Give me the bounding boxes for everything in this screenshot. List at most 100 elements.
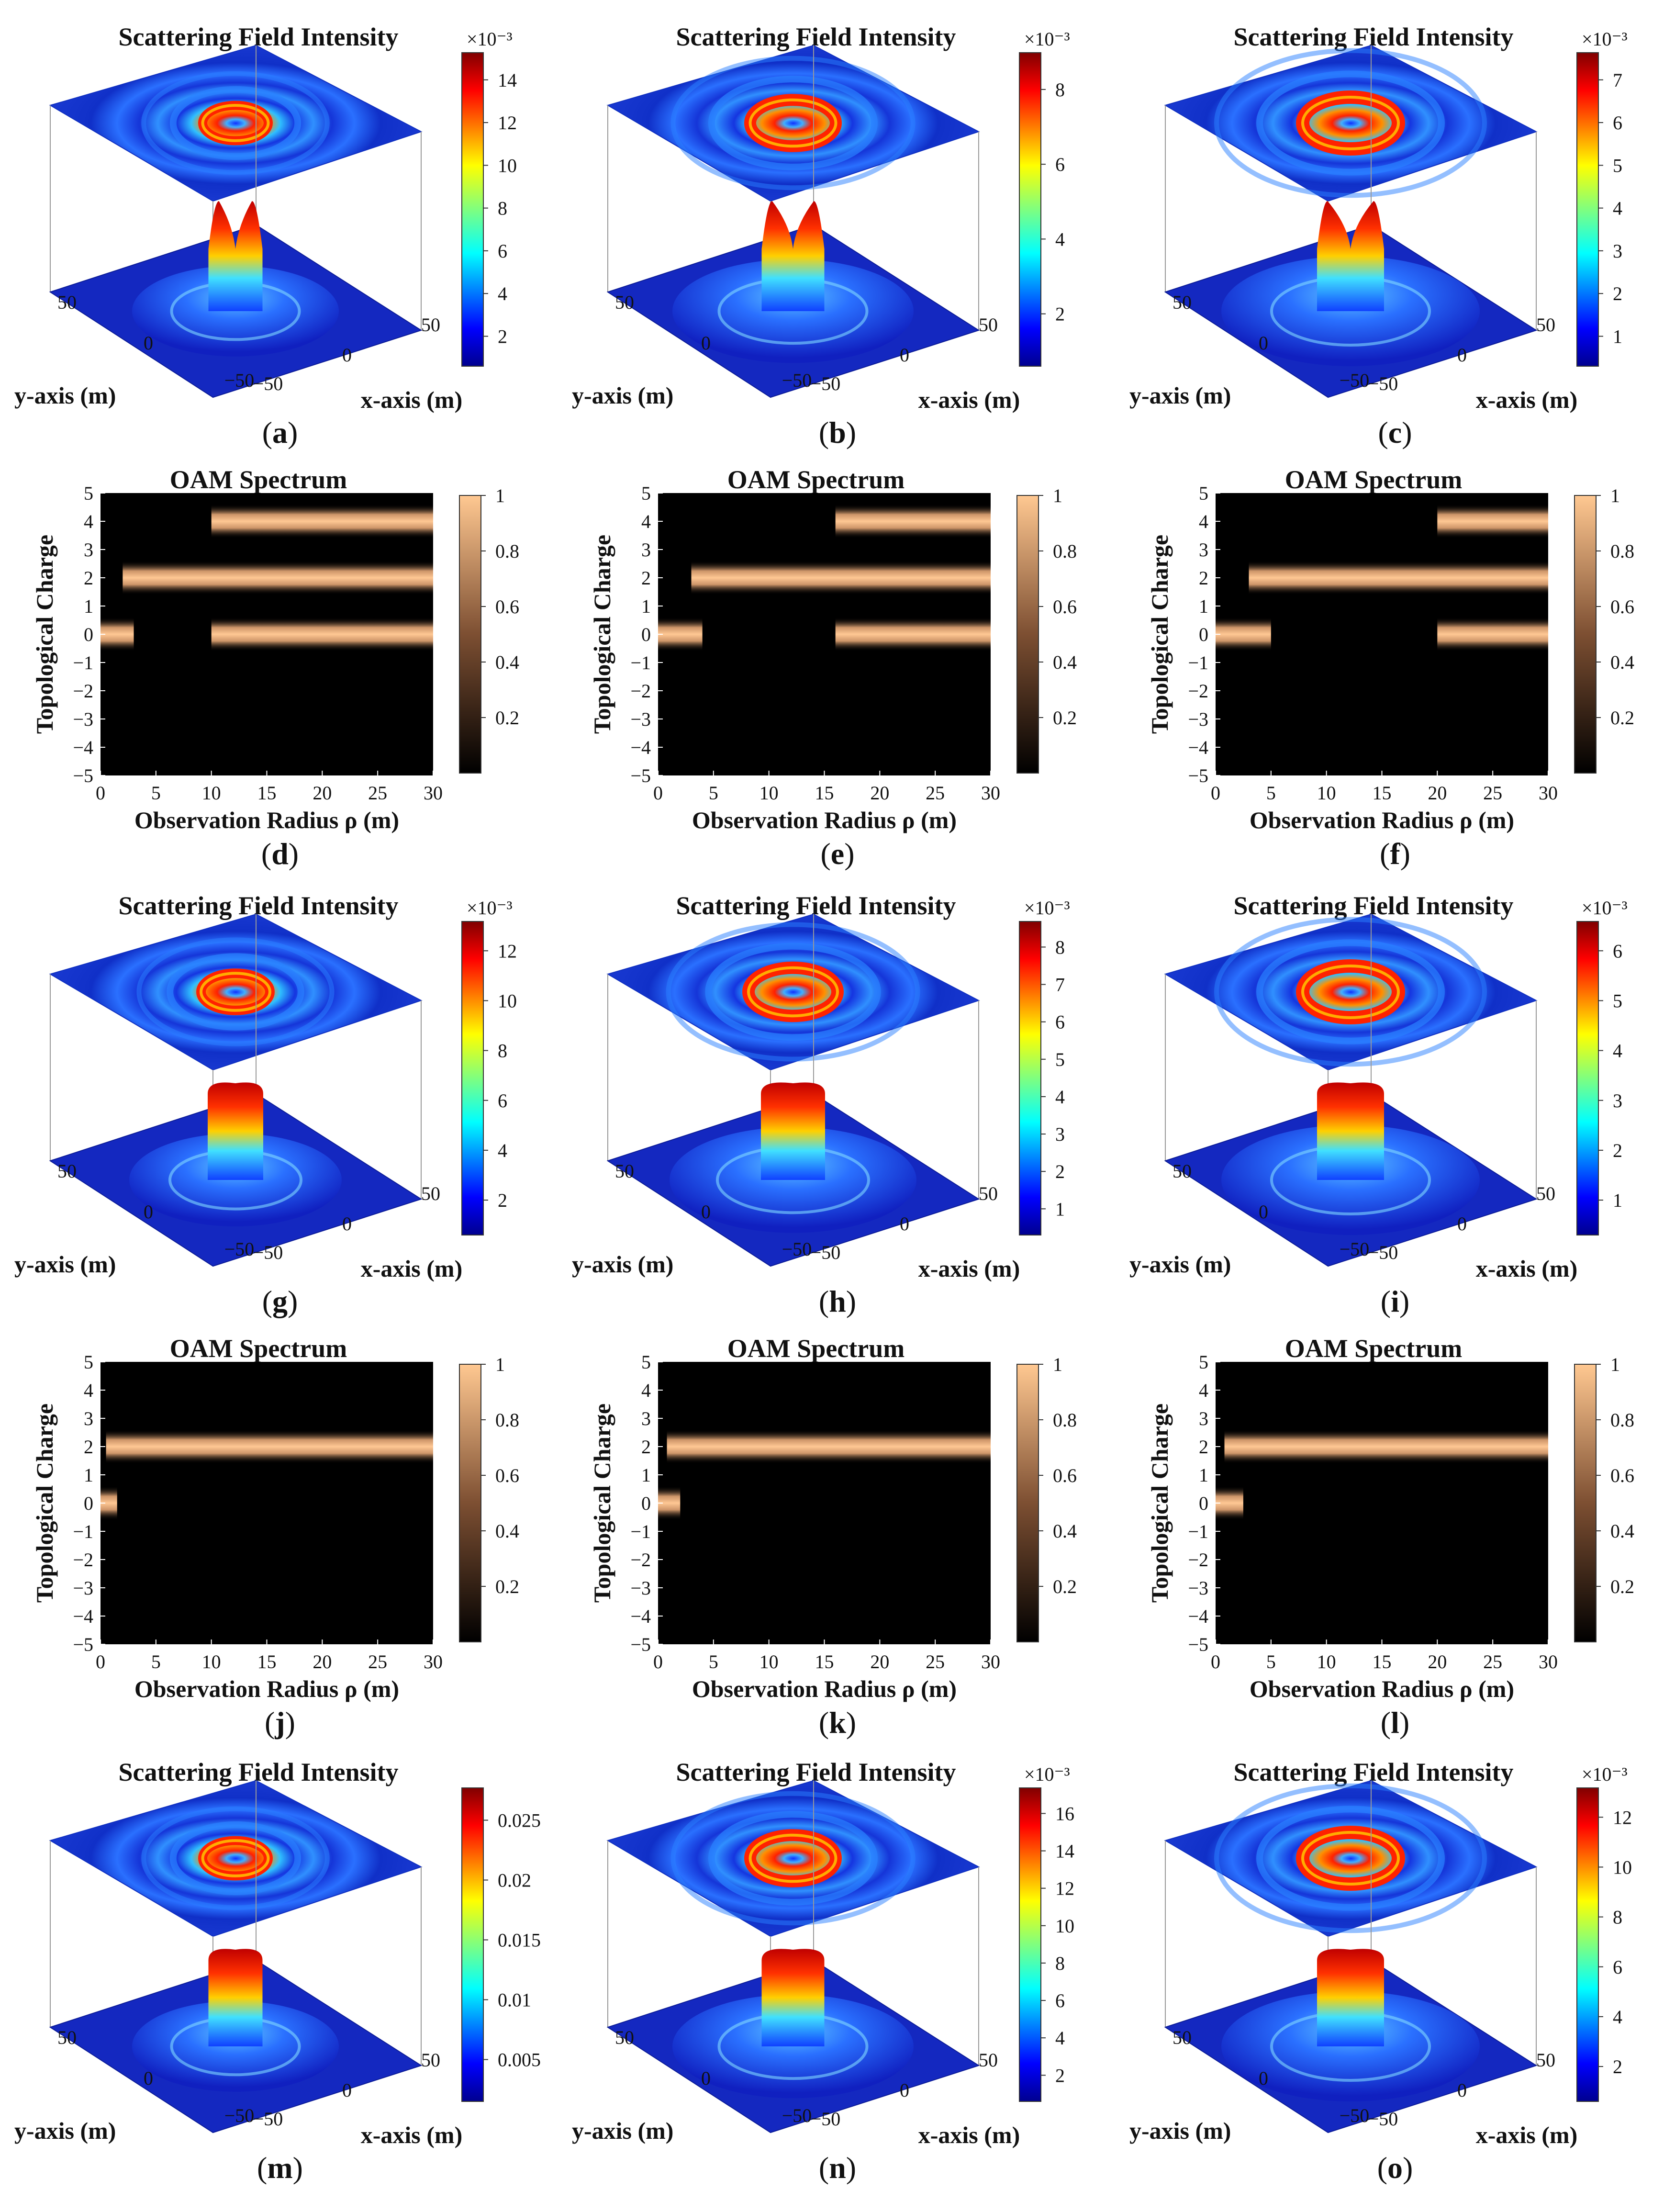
y-axis-label: Topological Charge	[1146, 1404, 1173, 1603]
projection-ring-outer-2	[1214, 48, 1487, 198]
x-tick: 0	[1211, 782, 1220, 804]
y-tick: 4	[641, 1380, 651, 1401]
colorbar-tick: 0.4	[1053, 651, 1077, 673]
colorbar-tick: 12	[1055, 1878, 1074, 1899]
y-tick: −2	[1188, 1549, 1208, 1571]
panel-h: Scattering Field Intensity500−50−50050y-…	[572, 891, 1070, 1318]
subfigure-label: (b)	[819, 415, 856, 449]
x-tick: 0	[900, 344, 909, 366]
spectrum-band	[1216, 617, 1271, 651]
panel-a: Scattering Field Intensity500−50−50050y-…	[14, 22, 517, 449]
colorbar-tick: 1	[1610, 1354, 1620, 1375]
y-axis-label: y-axis (m)	[1129, 2117, 1231, 2144]
subfigure-label: (i)	[1381, 1284, 1409, 1318]
colorbar-tick: 3	[1613, 240, 1622, 262]
colorbar-exponent: ×10⁻³	[1024, 1763, 1070, 1785]
panel-o: Scattering Field Intensity500−50−50050y-…	[1129, 1758, 1632, 2185]
x-axis-label: x-axis (m)	[361, 386, 462, 413]
colorbar-tick: 4	[1055, 1086, 1065, 1108]
colorbar-exponent: ×10⁻³	[1024, 897, 1070, 919]
x-tick: 30	[981, 782, 1000, 804]
projection-plane	[606, 45, 980, 202]
y-tick: −4	[630, 737, 651, 758]
projection-ring-edge	[748, 98, 838, 148]
y-tick: −1	[73, 652, 93, 674]
projection-ring-edge	[201, 1839, 270, 1877]
colorbar-tick: 1	[1053, 485, 1062, 506]
y-tick: −4	[73, 737, 93, 758]
colorbar-tick: 8	[1613, 1907, 1622, 1928]
x-tick: 20	[870, 1651, 889, 1673]
y-tick: 3	[1199, 1408, 1208, 1429]
colorbar-tick: 2	[1055, 2065, 1065, 2086]
y-tick: 2	[641, 567, 651, 589]
y-tick: −2	[630, 680, 651, 702]
subfigure-label: (c)	[1378, 415, 1412, 449]
plot-title: OAM Spectrum	[170, 1334, 347, 1363]
x-axis-label: x-axis (m)	[361, 1255, 462, 1282]
x-tick: 5	[151, 1651, 161, 1673]
colorbar-tick: 0.6	[495, 596, 519, 618]
colorbar-tick: 0.6	[1053, 1465, 1077, 1486]
subfigure-label: (e)	[820, 837, 854, 871]
colorbar-tick: 4	[1055, 2027, 1065, 2049]
colorbar-tick: 6	[1055, 154, 1065, 175]
x-axis-label: Observation Radius ρ (m)	[1250, 1675, 1514, 1702]
colorbar	[1576, 52, 1599, 367]
y-tick: −2	[73, 1549, 93, 1571]
x-axis-label: x-axis (m)	[1476, 386, 1577, 413]
colorbar-tick: 2	[1055, 1161, 1065, 1182]
colorbar-tick: 2	[498, 1190, 507, 1211]
colorbar-tick: 1	[495, 1354, 505, 1375]
colorbar	[459, 495, 481, 774]
plot-area	[100, 1362, 433, 1644]
colorbar-tick: 5	[1613, 155, 1622, 176]
y-tick: 1	[1199, 595, 1208, 617]
colorbar-tick: 8	[1055, 1953, 1065, 1974]
colorbar-exponent: ×10⁻³	[467, 897, 513, 919]
colorbar	[1016, 1364, 1039, 1642]
colorbar-tick: 4	[1613, 1040, 1622, 1062]
colorbar-tick: 6	[1055, 1990, 1065, 2011]
y-tick: −3	[73, 708, 93, 730]
colorbar-tick: 0.8	[1053, 1409, 1077, 1431]
projection-plane	[1164, 913, 1538, 1071]
y-tick: −3	[73, 1577, 93, 1599]
y-axis-label: Topological Charge	[589, 535, 615, 734]
y-tick: 50	[57, 292, 77, 313]
colorbar-tick: 5	[1613, 990, 1622, 1011]
y-tick: −50	[782, 370, 812, 391]
projection-ring-outer	[1256, 70, 1445, 176]
colorbar	[459, 1364, 481, 1642]
spectrum-band	[667, 1429, 991, 1464]
subfigure-label: (l)	[1381, 1706, 1409, 1740]
y-tick: 5	[1199, 1351, 1208, 1373]
panel-n: Scattering Field Intensity500−50−50050y-…	[572, 1758, 1074, 2185]
plot-area	[658, 1362, 991, 1644]
x-tick: 30	[1539, 782, 1558, 804]
colorbar-exponent: ×10⁻³	[1582, 897, 1628, 919]
colorbar-tick: 0.8	[495, 1409, 519, 1431]
y-tick: −5	[630, 1634, 651, 1655]
colorbar-tick: 4	[498, 283, 507, 304]
projection-plane	[606, 1780, 980, 1937]
x-tick: 25	[926, 782, 945, 804]
x-tick: 0	[96, 1651, 105, 1673]
x-tick: 30	[424, 782, 443, 804]
spectrum-band	[106, 1429, 434, 1464]
x-axis-label: x-axis (m)	[918, 2122, 1020, 2148]
y-tick: −1	[1188, 652, 1208, 674]
projection-ring-outer	[1256, 1806, 1445, 1911]
y-tick: 50	[57, 1160, 77, 1182]
x-tick: 0	[900, 2079, 909, 2101]
colorbar-tick: 16	[1055, 1803, 1074, 1824]
y-tick: 5	[641, 483, 651, 504]
surface-peak	[208, 1082, 263, 1180]
projection-plane	[1164, 45, 1538, 202]
y-axis-label: y-axis (m)	[1129, 1251, 1231, 1278]
colorbar-tick: 8	[498, 1040, 507, 1062]
y-axis-label: y-axis (m)	[572, 1251, 673, 1278]
colorbar-tick: 0.2	[1053, 707, 1077, 729]
